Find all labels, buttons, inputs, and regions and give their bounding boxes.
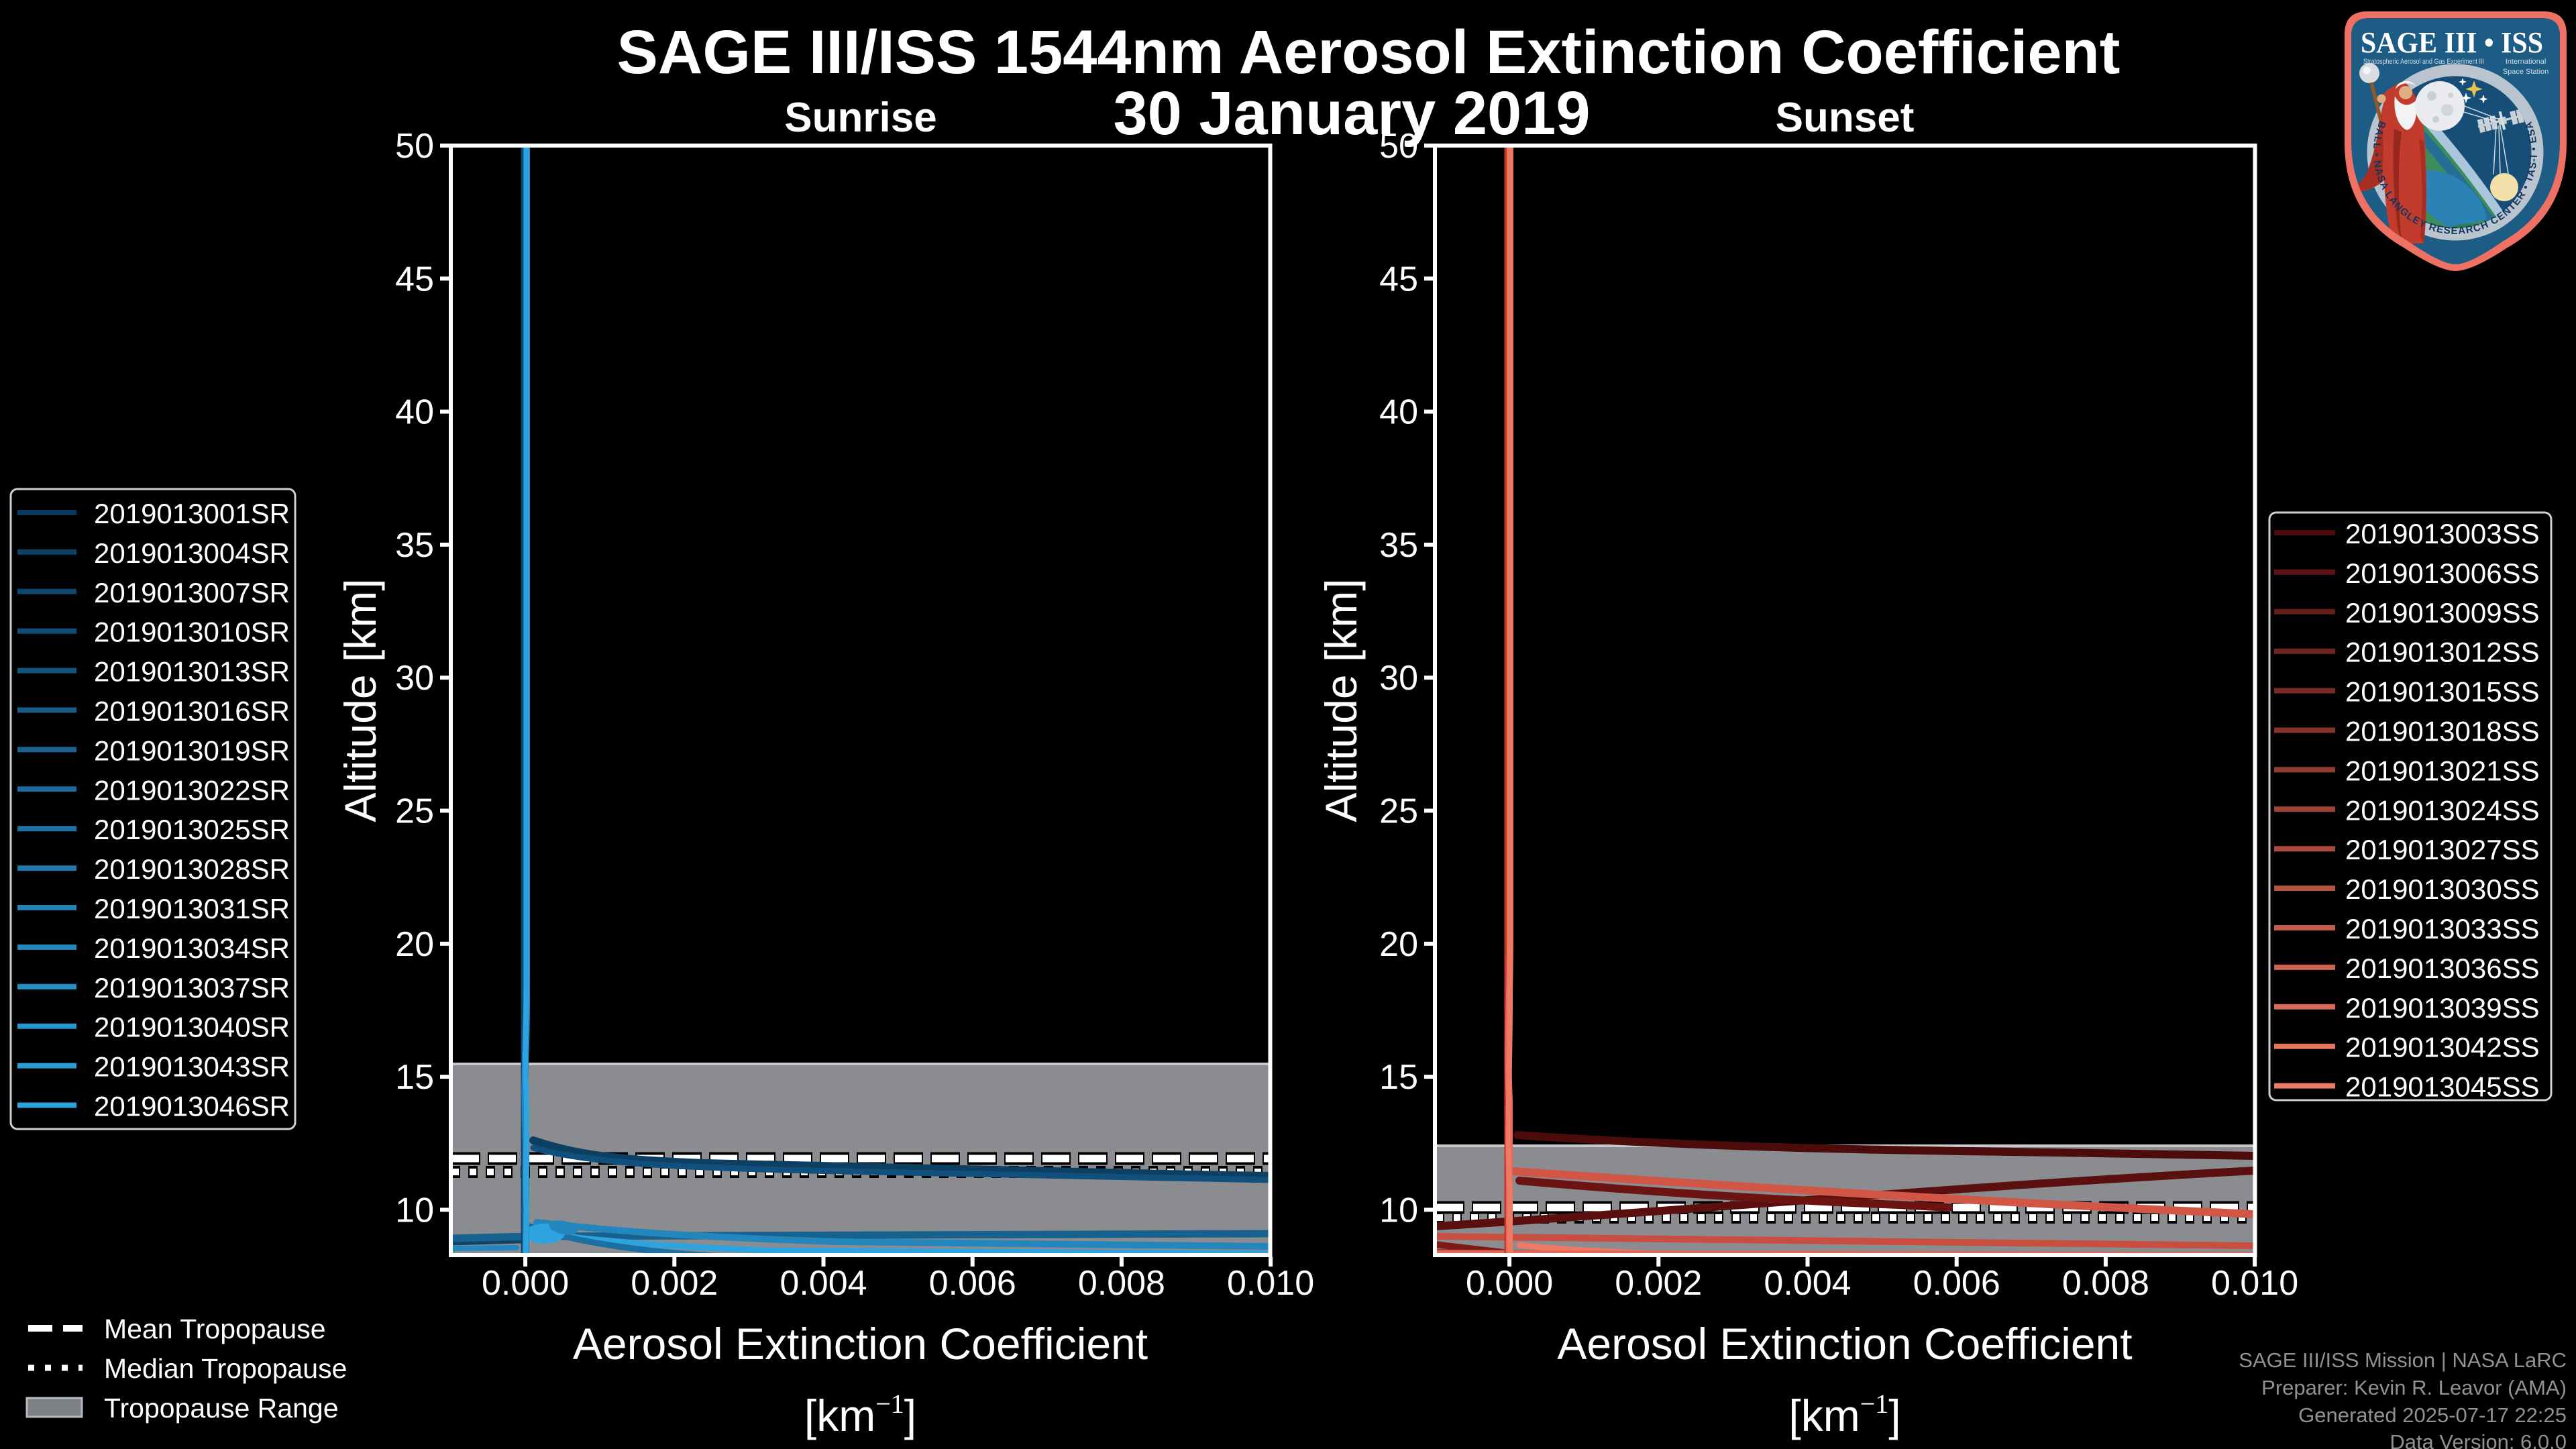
- svg-text:Mean Tropopause: Mean Tropopause: [104, 1313, 326, 1344]
- svg-text:35: 35: [395, 526, 434, 565]
- svg-text:2019013006SS: 2019013006SS: [2345, 557, 2540, 589]
- svg-text:10: 10: [395, 1191, 434, 1230]
- svg-text:25: 25: [395, 792, 434, 831]
- svg-text:0.000: 0.000: [1466, 1264, 1553, 1303]
- svg-text:10: 10: [1379, 1191, 1418, 1230]
- svg-text:2019013012SS: 2019013012SS: [2345, 637, 2540, 668]
- svg-text:2019013031SR: 2019013031SR: [94, 893, 290, 924]
- svg-text:2019013030SS: 2019013030SS: [2345, 873, 2540, 905]
- svg-text:2019013034SR: 2019013034SR: [94, 932, 290, 964]
- svg-text:0.010: 0.010: [2211, 1264, 2298, 1303]
- svg-text:0.008: 0.008: [1078, 1264, 1165, 1303]
- svg-text:2019013015SS: 2019013015SS: [2345, 676, 2540, 708]
- svg-text:2019013046SR: 2019013046SR: [94, 1091, 290, 1122]
- svg-text:Aerosol Extinction Coefficient: Aerosol Extinction Coefficient: [1557, 1319, 2132, 1368]
- svg-text:0.004: 0.004: [780, 1264, 867, 1303]
- svg-text:2019013040SR: 2019013040SR: [94, 1012, 290, 1043]
- svg-text:30: 30: [1379, 659, 1418, 698]
- svg-text:2019013021SS: 2019013021SS: [2345, 755, 2540, 786]
- svg-text:[km−1]: [km−1]: [804, 1389, 916, 1440]
- svg-text:50: 50: [1379, 127, 1418, 166]
- svg-text:2019013013SR: 2019013013SR: [94, 656, 290, 688]
- svg-text:40: 40: [1379, 393, 1418, 432]
- svg-text:2019013009SS: 2019013009SS: [2345, 597, 2540, 629]
- svg-text:2019013022SR: 2019013022SR: [94, 774, 290, 806]
- svg-text:40: 40: [395, 393, 434, 432]
- svg-text:Sunrise: Sunrise: [784, 95, 936, 141]
- svg-text:2019013001SR: 2019013001SR: [94, 498, 290, 529]
- svg-text:Median Tropopause: Median Tropopause: [104, 1353, 347, 1384]
- svg-text:20: 20: [1379, 925, 1418, 964]
- svg-text:45: 45: [395, 260, 434, 299]
- svg-text:30: 30: [395, 659, 434, 698]
- svg-text:2019013042SS: 2019013042SS: [2345, 1032, 2540, 1063]
- svg-text:Data Version: 6.0.0: Data Version: 6.0.0: [2390, 1430, 2567, 1449]
- svg-text:SAGE III/ISS 1544nm Aerosol Ex: SAGE III/ISS 1544nm Aerosol Extinction C…: [617, 18, 2121, 87]
- svg-text:Sunset: Sunset: [1776, 95, 1915, 141]
- svg-text:30 January 2019: 30 January 2019: [1114, 79, 1591, 148]
- svg-text:2019013039SS: 2019013039SS: [2345, 992, 2540, 1024]
- svg-text:2019013007SR: 2019013007SR: [94, 577, 290, 608]
- svg-text:Stratospheric Aerosol and Gas: Stratospheric Aerosol and Gas Experiment…: [2363, 58, 2484, 66]
- svg-text:2019013028SR: 2019013028SR: [94, 853, 290, 885]
- svg-text:2019013027SS: 2019013027SS: [2345, 834, 2540, 865]
- svg-text:2019013037SR: 2019013037SR: [94, 972, 290, 1004]
- svg-text:20: 20: [395, 925, 434, 964]
- svg-text:0.006: 0.006: [929, 1264, 1016, 1303]
- svg-text:0.008: 0.008: [2062, 1264, 2149, 1303]
- svg-text:0.002: 0.002: [631, 1264, 718, 1303]
- svg-text:SAGE III • ISS: SAGE III • ISS: [2361, 26, 2543, 59]
- svg-text:0.010: 0.010: [1227, 1264, 1314, 1303]
- svg-text:Tropopause Range: Tropopause Range: [104, 1393, 339, 1424]
- svg-text:2019013003SS: 2019013003SS: [2345, 518, 2540, 549]
- svg-text:15: 15: [395, 1058, 434, 1097]
- svg-text:Altitude [km]: Altitude [km]: [335, 578, 385, 822]
- svg-text:15: 15: [1379, 1058, 1418, 1097]
- svg-text:45: 45: [1379, 260, 1418, 299]
- svg-text:0.006: 0.006: [1913, 1264, 2000, 1303]
- svg-text:Altitude [km]: Altitude [km]: [1316, 578, 1366, 822]
- svg-text:2019013025SR: 2019013025SR: [94, 814, 290, 845]
- svg-text:35: 35: [1379, 526, 1418, 565]
- svg-text:2019013004SR: 2019013004SR: [94, 537, 290, 569]
- svg-text:2019013024SS: 2019013024SS: [2345, 794, 2540, 826]
- svg-text:2019013016SR: 2019013016SR: [94, 696, 290, 727]
- svg-text:2019013043SR: 2019013043SR: [94, 1051, 290, 1083]
- svg-text:25: 25: [1379, 792, 1418, 831]
- svg-text:SAGE III/ISS Mission | NASA La: SAGE III/ISS Mission | NASA LaRC: [2239, 1348, 2567, 1372]
- svg-text:Space Station: Space Station: [2503, 68, 2549, 76]
- svg-text:0.002: 0.002: [1615, 1264, 1702, 1303]
- svg-text:2019013045SS: 2019013045SS: [2345, 1071, 2540, 1103]
- svg-text:Aerosol Extinction Coefficient: Aerosol Extinction Coefficient: [573, 1319, 1148, 1368]
- svg-text:2019013036SS: 2019013036SS: [2345, 953, 2540, 984]
- svg-text:2019013033SS: 2019013033SS: [2345, 913, 2540, 945]
- svg-text:0.000: 0.000: [482, 1264, 569, 1303]
- svg-text:50: 50: [395, 127, 434, 166]
- svg-text:Preparer: Kevin R. Leavor (AMA: Preparer: Kevin R. Leavor (AMA): [2261, 1376, 2567, 1399]
- svg-text:International: International: [2506, 58, 2546, 66]
- svg-text:0.004: 0.004: [1764, 1264, 1851, 1303]
- svg-text:2019013018SS: 2019013018SS: [2345, 716, 2540, 747]
- svg-text:Generated 2025-07-17 22:25: Generated 2025-07-17 22:25: [2298, 1403, 2567, 1427]
- svg-text:2019013019SR: 2019013019SR: [94, 735, 290, 766]
- svg-text:2019013010SR: 2019013010SR: [94, 616, 290, 648]
